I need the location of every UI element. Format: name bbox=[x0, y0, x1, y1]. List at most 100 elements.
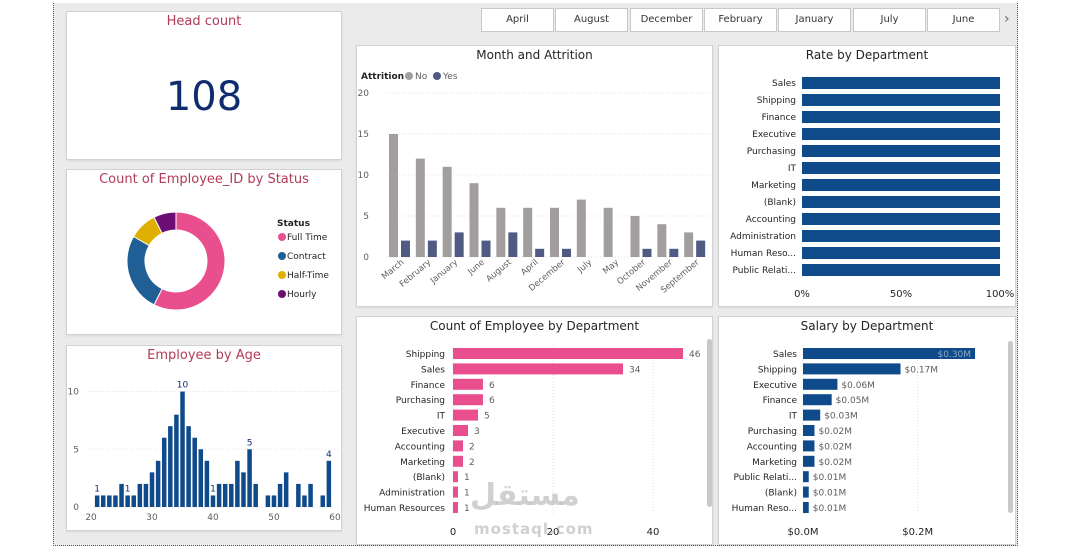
month-bar-yes bbox=[508, 232, 518, 257]
donut-slice-hourly bbox=[153, 211, 177, 234]
month-bar-no bbox=[415, 158, 425, 257]
slicer-item-february[interactable]: February bbox=[704, 8, 777, 32]
dept-bar bbox=[453, 348, 683, 359]
month-bar-yes bbox=[401, 240, 410, 257]
rate-bar bbox=[802, 128, 1000, 140]
rate-bar bbox=[802, 162, 1000, 174]
slicer-item-june[interactable]: June bbox=[927, 8, 1000, 32]
rate-category-label: Human Reso... bbox=[731, 249, 796, 259]
age-data-label: 1 bbox=[94, 484, 100, 494]
salary-data-label: $0.02M bbox=[818, 458, 852, 468]
salary-bar bbox=[803, 394, 832, 406]
dept-bar bbox=[453, 440, 463, 452]
salary-data-label: $0.06M bbox=[841, 381, 875, 391]
status-legend-label: Full Time bbox=[287, 233, 328, 243]
age-bar bbox=[265, 495, 271, 507]
age-bar bbox=[326, 460, 332, 507]
month-bar-no bbox=[523, 207, 533, 257]
month-bar-no bbox=[442, 166, 452, 257]
dept-data-label: 2 bbox=[469, 442, 475, 452]
rate-category-label: Finance bbox=[762, 113, 797, 123]
slicer-item-january[interactable]: January bbox=[778, 8, 851, 32]
rate-bar-chart: Sales Shipping Finance Executive Purchasing I… bbox=[730, 77, 1014, 300]
rate-title: Rate by Department bbox=[805, 48, 929, 62]
age-bar bbox=[180, 391, 185, 507]
salary-category-label: Purchasing bbox=[748, 427, 797, 437]
dept-bar bbox=[453, 486, 458, 498]
chevron-right-icon[interactable]: › bbox=[1004, 11, 1010, 27]
age-title: Employee by Age bbox=[147, 348, 261, 363]
age-bar bbox=[308, 483, 313, 507]
rate-category-label: Executive bbox=[752, 130, 796, 140]
status-legend-title: Status bbox=[277, 219, 310, 229]
salary-x-tick: $0.0M bbox=[788, 527, 819, 538]
dept-data-label: 2 bbox=[469, 458, 475, 468]
salary-scrollbar[interactable] bbox=[1008, 341, 1013, 513]
age-bar bbox=[204, 460, 210, 507]
salary-data-label: $0.02M bbox=[818, 442, 852, 452]
salary-category-label: Shipping bbox=[758, 365, 797, 375]
age-bar bbox=[186, 426, 191, 507]
dept-data-label: 46 bbox=[689, 350, 701, 360]
dept-bar bbox=[453, 425, 468, 436]
status-legend-label: Hourly bbox=[287, 290, 317, 300]
age-bar-chart: 0 5 10 1 1 10 1 5 4 20 30 40 50 60 bbox=[68, 381, 341, 523]
slicer-item-july[interactable]: July bbox=[853, 8, 926, 32]
dept-category-label: IT bbox=[437, 412, 446, 422]
salary-card: Salary by Department $0.0M $0.2M Sales $0.3… bbox=[718, 316, 1016, 545]
salary-title: Salary by Department bbox=[800, 319, 934, 333]
age-y-tick: 10 bbox=[68, 388, 80, 398]
rate-bar bbox=[802, 264, 1000, 276]
status-donut-chart: Status Full Time Contract Half-Time Hourly bbox=[126, 211, 329, 311]
watermark-latin: mostaql.com bbox=[474, 520, 594, 538]
dept-count-scrollbar[interactable] bbox=[707, 339, 712, 507]
age-bar bbox=[247, 449, 252, 507]
age-data-label: 4 bbox=[326, 450, 332, 460]
slicer-item-april[interactable]: April bbox=[481, 8, 554, 32]
dept-count-card: Count of Employee by Department 0 20 40 Shi… bbox=[356, 316, 713, 545]
status-legend-label: Contract bbox=[287, 252, 326, 262]
age-bar bbox=[192, 437, 197, 507]
age-bar bbox=[198, 449, 204, 507]
dept-data-label: 5 bbox=[484, 412, 490, 422]
dept-bar bbox=[453, 378, 483, 390]
age-bar bbox=[125, 495, 130, 507]
dept-data-label: 6 bbox=[489, 381, 495, 391]
age-card: Employee by Age 0 5 10 1 1 10 1 5 4 20 30 40 50 60 bbox=[66, 345, 342, 531]
attrition-legend-title: Attrition bbox=[361, 72, 404, 82]
salary-data-label: $0.01M bbox=[813, 504, 847, 514]
rate-category-label: Public Relati... bbox=[732, 266, 796, 276]
rate-bar bbox=[802, 196, 1000, 208]
age-bar bbox=[283, 472, 289, 507]
salary-category-label: (Blank) bbox=[765, 489, 797, 499]
slicer-item-august[interactable]: August bbox=[555, 8, 628, 32]
month-bar-no bbox=[603, 207, 613, 257]
rate-bar bbox=[802, 77, 1000, 89]
salary-bar bbox=[803, 440, 815, 452]
dept-bar bbox=[453, 471, 458, 483]
status-legend-label: Half-Time bbox=[287, 271, 329, 281]
month-bar-no bbox=[657, 224, 667, 257]
dept-category-label: Administration bbox=[379, 489, 445, 499]
dept-bar bbox=[453, 394, 483, 406]
status-legend-marker bbox=[278, 252, 286, 260]
rate-bar bbox=[802, 247, 1000, 259]
dept-count-title: Count of Employee by Department bbox=[429, 319, 640, 333]
salary-category-label: IT bbox=[789, 412, 798, 422]
age-x-tick: 20 bbox=[85, 513, 97, 523]
month-x-tick: May bbox=[601, 258, 621, 277]
headcount-value: 108 bbox=[165, 74, 243, 120]
rate-category-label: Marketing bbox=[751, 181, 796, 191]
dept-x-tick: 0 bbox=[450, 527, 456, 538]
month-y-tick: 5 bbox=[363, 212, 369, 222]
rate-bar bbox=[802, 111, 1000, 123]
dept-data-label: 34 bbox=[629, 365, 641, 375]
slicer-item-december[interactable]: December bbox=[630, 8, 703, 32]
dept-data-label: 3 bbox=[474, 427, 480, 437]
age-bar bbox=[235, 460, 240, 507]
age-bar bbox=[155, 460, 161, 507]
headcount-card: Head count 108 bbox=[66, 11, 342, 160]
rate-bar bbox=[802, 94, 1000, 106]
month-bar-yes bbox=[535, 248, 545, 257]
month-y-tick: 10 bbox=[358, 171, 370, 181]
